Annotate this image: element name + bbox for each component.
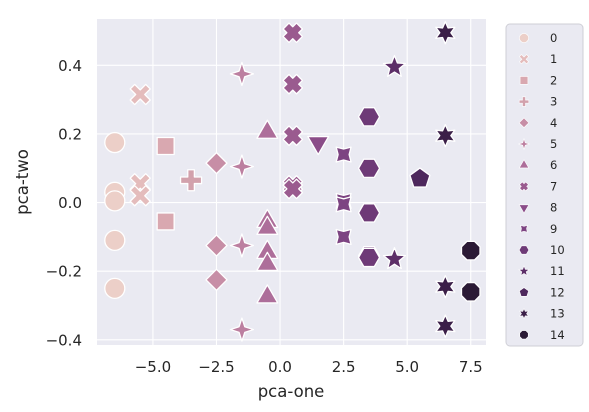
data-point-series-7 (282, 125, 304, 147)
legend-marker-4 (518, 117, 530, 129)
legend-label-0: 0 (550, 31, 557, 45)
data-point-series-1 (129, 83, 151, 106)
data-point-series-13 (435, 275, 456, 299)
data-point-series-5 (229, 233, 255, 258)
data-point-series-14 (460, 240, 481, 261)
data-point-series-0 (104, 131, 126, 154)
y-tick-label: 0.0 (58, 194, 82, 212)
legend-marker-11 (518, 265, 530, 277)
data-point-series-10 (357, 158, 381, 179)
legend-label-11: 11 (550, 264, 565, 278)
data-point-series-7 (282, 178, 304, 200)
legend-label-3: 3 (550, 95, 557, 109)
x-tick-labels: −5.0 −2.5 0.0 2.5 5.0 7.5 (135, 358, 483, 376)
data-point-series-7 (282, 73, 304, 95)
data-point-series-9 (335, 146, 352, 163)
legend-marker-9 (520, 224, 528, 233)
legend-marker-14 (519, 330, 529, 340)
data-point-series-11 (382, 54, 407, 77)
legend-marker-7 (519, 181, 529, 192)
x-tick-label: −5.0 (135, 358, 171, 376)
data-point-series-0 (104, 190, 126, 212)
legend-marker-13 (518, 307, 530, 320)
legend-label-9: 9 (550, 222, 557, 236)
data-point-series-10 (357, 247, 381, 268)
data-point-series-2 (156, 136, 175, 156)
legend-label-6: 6 (550, 158, 557, 172)
legend-label-14: 14 (550, 328, 565, 342)
y-tick-label: −0.4 (46, 331, 82, 349)
data-point-series-4 (205, 151, 228, 175)
y-tick-label: 0.4 (58, 57, 82, 75)
legend-marker-5 (517, 137, 531, 151)
legend-marker-3 (518, 96, 530, 107)
data-point-series-2 (156, 212, 175, 231)
legend-marker-12 (519, 287, 529, 297)
data-point-series-5 (229, 61, 255, 87)
data-point-series-14 (460, 281, 481, 302)
x-axis-label: pca-one (258, 382, 325, 401)
legend-marker-6 (518, 159, 530, 169)
data-point-series-6 (256, 284, 279, 304)
legend-label-7: 7 (550, 179, 557, 193)
x-tick-label: 7.5 (459, 358, 483, 376)
legend-marker-8 (518, 204, 530, 214)
legend-label-10: 10 (550, 243, 565, 257)
legend-marker-1 (518, 54, 530, 65)
data-point-series-6 (256, 251, 279, 272)
data-point-series-3 (179, 169, 203, 192)
data-point-series-13 (435, 124, 456, 148)
legend-marker-10 (518, 245, 530, 255)
data-point-series-8 (307, 135, 330, 156)
data-point-series-9 (335, 228, 352, 245)
data-point-series-12 (409, 167, 431, 188)
legend-label-5: 5 (550, 137, 557, 151)
y-tick-label: −0.2 (46, 263, 82, 281)
legend-label-2: 2 (550, 73, 557, 87)
data-point-series-13 (435, 314, 456, 338)
data-point-series-6 (256, 119, 279, 139)
legend-marker-2 (519, 76, 529, 85)
data-point-series-6 (256, 215, 279, 235)
data-point-series-5 (229, 317, 255, 342)
y-axis-label: pca-two (13, 149, 32, 215)
data-point-series-10 (357, 203, 381, 223)
data-point-series-4 (205, 234, 228, 257)
y-tick-labels: −0.4 −0.2 0.0 0.2 0.4 (46, 57, 82, 350)
legend-marker-0 (519, 33, 529, 43)
legend-label-1: 1 (550, 52, 557, 66)
legend-label-8: 8 (550, 201, 557, 215)
x-tick-label: 0.0 (268, 358, 292, 376)
legend-label-13: 13 (550, 307, 565, 321)
data-point-series-11 (382, 247, 407, 270)
data-point-series-7 (282, 22, 304, 44)
legend-label-4: 4 (550, 116, 557, 130)
data-point-series-13 (435, 21, 456, 45)
data-point-series-0 (104, 277, 126, 300)
data-point-series-0 (104, 229, 126, 251)
data-points (104, 21, 481, 342)
data-point-series-5 (229, 154, 255, 179)
x-tick-label: 5.0 (395, 358, 419, 376)
data-point-series-9 (335, 196, 352, 213)
data-point-series-4 (205, 268, 228, 291)
data-point-series-10 (357, 107, 381, 127)
data-point-series-1 (129, 185, 151, 207)
x-tick-label: −2.5 (198, 358, 234, 376)
legend-frame (505, 23, 584, 347)
x-tick-label: 2.5 (332, 358, 356, 376)
y-tick-label: 0.2 (58, 125, 82, 143)
legend-label-12: 12 (550, 285, 565, 299)
